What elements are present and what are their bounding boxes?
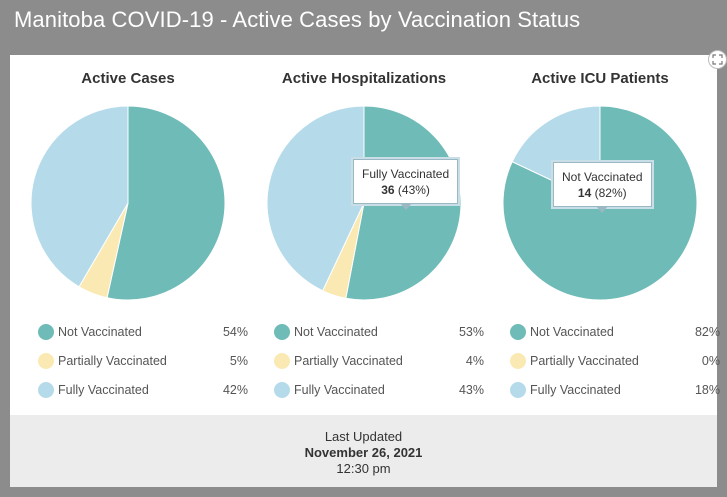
legend-swatch	[38, 353, 54, 369]
last-updated-date: November 26, 2021	[304, 445, 423, 460]
legend-swatch	[274, 324, 290, 340]
last-updated-footer: Last Updated November 26, 2021 12:30 pm	[10, 415, 717, 487]
expand-arrows-icon	[712, 54, 723, 65]
legend-percent: 82%	[694, 325, 720, 339]
chart-title-active-hospitalizations: Active Hospitalizations	[281, 70, 447, 87]
legend-percent: 5%	[229, 354, 248, 368]
legend-active-hospitalizations: Not Vaccinated 53% Partially Vaccinated …	[274, 322, 484, 409]
legend-label: Partially Vaccinated	[530, 354, 639, 368]
tooltip-count: 14	[577, 186, 592, 200]
legend-percent: 42%	[222, 383, 248, 397]
legend-item-fully-vaccinated[interactable]: Fully Vaccinated 42%	[38, 380, 248, 409]
legend-item-partially-vaccinated[interactable]: Partially Vaccinated 0%	[510, 351, 720, 380]
tooltip-percent: (82%)	[594, 186, 627, 200]
legend-item-partially-vaccinated[interactable]: Partially Vaccinated 4%	[274, 351, 484, 380]
legend-item-fully-vaccinated[interactable]: Fully Vaccinated 18%	[510, 380, 720, 409]
legend-percent: 53%	[458, 325, 484, 339]
last-updated-label: Last Updated	[324, 429, 403, 444]
pie-slice-fully-vaccinated[interactable]	[30, 105, 129, 288]
legend-label: Fully Vaccinated	[530, 383, 621, 397]
legend-swatch	[510, 353, 526, 369]
pie-chart-active-hospitalizations[interactable]	[266, 105, 462, 301]
title-bar: Manitoba COVID-19 - Active Cases by Vacc…	[0, 0, 727, 44]
legend-swatch	[38, 382, 54, 398]
pie-chart-active-cases[interactable]	[30, 105, 226, 301]
pie-slice-not-vaccinated[interactable]	[106, 105, 226, 301]
last-updated-time: 12:30 pm	[336, 461, 391, 476]
tooltip-percent: (43%)	[397, 183, 430, 197]
legend-swatch	[510, 382, 526, 398]
legend-swatch	[38, 324, 54, 340]
tooltip-category: Fully Vaccinated	[362, 167, 450, 181]
chart-title-active-icu-patients: Active ICU Patients	[531, 70, 669, 87]
legend-swatch	[510, 324, 526, 340]
legend-active-icu-patients: Not Vaccinated 82% Partially Vaccinated …	[510, 322, 720, 409]
legend-swatch	[274, 382, 290, 398]
chart-title-active-cases: Active Cases	[81, 70, 175, 87]
legend-item-not-vaccinated[interactable]: Not Vaccinated 82%	[510, 322, 720, 351]
legend-label: Partially Vaccinated	[294, 354, 403, 368]
expand-button[interactable]	[708, 50, 727, 69]
legend-label: Partially Vaccinated	[58, 354, 167, 368]
legend-item-partially-vaccinated[interactable]: Partially Vaccinated 5%	[38, 351, 248, 380]
tooltip-category: Not Vaccinated	[562, 170, 643, 184]
legend-label: Not Vaccinated	[294, 325, 378, 339]
chart-panel: Active Cases Not Vaccinated 54% Partiall…	[10, 55, 720, 487]
tooltip-icu: Not Vaccinated 14 (82%)	[553, 162, 652, 213]
legend-active-cases: Not Vaccinated 54% Partially Vaccinated …	[38, 322, 248, 409]
legend-percent: 4%	[465, 354, 484, 368]
tooltip-hospitalizations: Fully Vaccinated 36 (43%)	[353, 159, 459, 210]
legend-item-not-vaccinated[interactable]: Not Vaccinated 54%	[38, 322, 248, 351]
legend-item-fully-vaccinated[interactable]: Fully Vaccinated 43%	[274, 380, 484, 409]
legend-item-not-vaccinated[interactable]: Not Vaccinated 53%	[274, 322, 484, 351]
legend-percent: 18%	[694, 383, 720, 397]
legend-percent: 54%	[222, 325, 248, 339]
legend-label: Not Vaccinated	[530, 325, 614, 339]
legend-percent: 43%	[458, 383, 484, 397]
legend-label: Not Vaccinated	[58, 325, 142, 339]
pie-slice-fully-vaccinated[interactable]	[266, 105, 365, 292]
legend-label: Fully Vaccinated	[58, 383, 149, 397]
dashboard-title: Manitoba COVID-19 - Active Cases by Vacc…	[14, 7, 581, 32]
legend-swatch	[274, 353, 290, 369]
legend-label: Fully Vaccinated	[294, 383, 385, 397]
legend-percent: 0%	[701, 354, 720, 368]
tooltip-count: 36	[381, 183, 395, 197]
